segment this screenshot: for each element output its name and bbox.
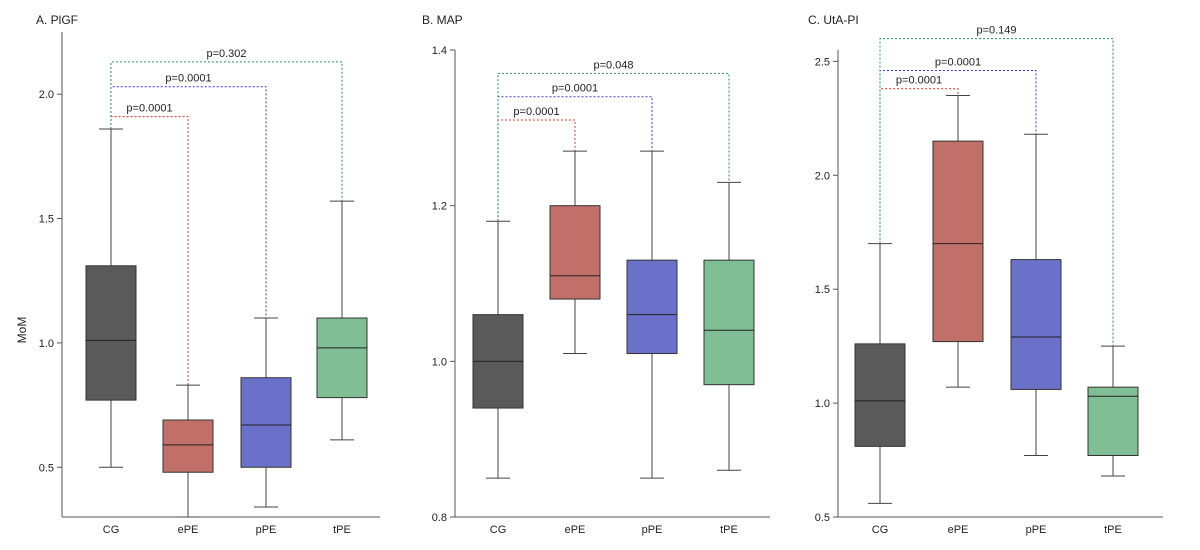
- y-tick-label: 0.8: [432, 512, 447, 524]
- x-tick-label: ePE: [565, 524, 586, 536]
- panel-uta-pi: C. UtA-PI 0.5 1.0 1.5 2.0 2.5 CG ePE pPE tPE p=0.0…: [808, 13, 1163, 536]
- y-tick-label: 2.5: [815, 56, 830, 68]
- panel-title: B. MAP: [422, 13, 463, 27]
- significance-bracket: [879, 70, 1037, 244]
- box-tpe: [316, 317, 368, 399]
- box-ppe: [626, 259, 678, 355]
- x-tick-label: pPE: [256, 524, 277, 536]
- y-tick-label: 1.4: [432, 45, 447, 57]
- p-value-label: p=0.0001: [165, 73, 211, 85]
- panel-plgf: A. PlGF 0.5 1.0 1.5 2.0 CG ePE pPE tPE p=0.0001 p=…: [36, 13, 380, 536]
- x-tick-label: tPE: [333, 524, 351, 536]
- p-value-label: p=0.149: [976, 25, 1016, 37]
- x-tick-label: tPE: [1104, 524, 1122, 536]
- p-value-label: p=0.0001: [935, 57, 981, 69]
- x-tick-label: pPE: [1026, 524, 1047, 536]
- x-tick-label: CG: [872, 524, 889, 536]
- significance-bracket: [879, 38, 1114, 347]
- panel-title: C. UtA-PI: [808, 13, 859, 27]
- y-tick-label: 2.0: [39, 89, 54, 101]
- significance-bracket: [497, 119, 576, 222]
- x-tick-label: CG: [103, 524, 120, 536]
- x-tick-label: ePE: [948, 524, 969, 536]
- significance-bracket: [497, 72, 730, 222]
- p-value-label: p=0.0001: [552, 83, 598, 95]
- x-tick-label: CG: [490, 524, 507, 536]
- box-epe: [932, 140, 984, 343]
- p-value-label: p=0.0001: [896, 75, 942, 87]
- box-tpe: [1087, 386, 1139, 456]
- x-tick-label: pPE: [642, 524, 663, 536]
- y-tick-label: 1.5: [815, 284, 830, 296]
- x-tick-label: ePE: [178, 524, 199, 536]
- box-epe: [162, 419, 214, 473]
- significance-bracket: [110, 61, 343, 202]
- y-tick-label: 2.0: [815, 170, 830, 182]
- y-tick-label: 0.5: [815, 512, 830, 524]
- p-value-label: p=0.0001: [126, 103, 172, 115]
- panel-map: B. MAP 0.8 1.0 1.2 1.4 CG ePE pPE tPE p=0.0001 p=0…: [422, 13, 770, 536]
- x-tick-label: tPE: [720, 524, 738, 536]
- p-value-label: p=0.048: [593, 59, 633, 71]
- box-epe: [549, 205, 601, 300]
- significance-bracket: [497, 96, 653, 222]
- box-ppe: [240, 377, 292, 468]
- y-tick-label: 0.5: [39, 462, 54, 474]
- y-tick-label: 1.0: [432, 356, 447, 368]
- shared-y-axis-label: MoM: [15, 317, 29, 344]
- panel-title: A. PlGF: [36, 13, 78, 27]
- p-value-label: p=0.302: [206, 48, 246, 60]
- y-tick-label: 1.5: [39, 214, 54, 226]
- box-cg: [854, 343, 906, 447]
- y-tick-label: 1.2: [432, 201, 447, 213]
- p-value-label: p=0.0001: [513, 106, 559, 118]
- box-cg: [85, 265, 137, 401]
- box-ppe: [1010, 259, 1062, 390]
- box-tpe: [703, 259, 755, 386]
- y-tick-label: 1.0: [815, 398, 830, 410]
- y-tick-label: 1.0: [39, 338, 54, 350]
